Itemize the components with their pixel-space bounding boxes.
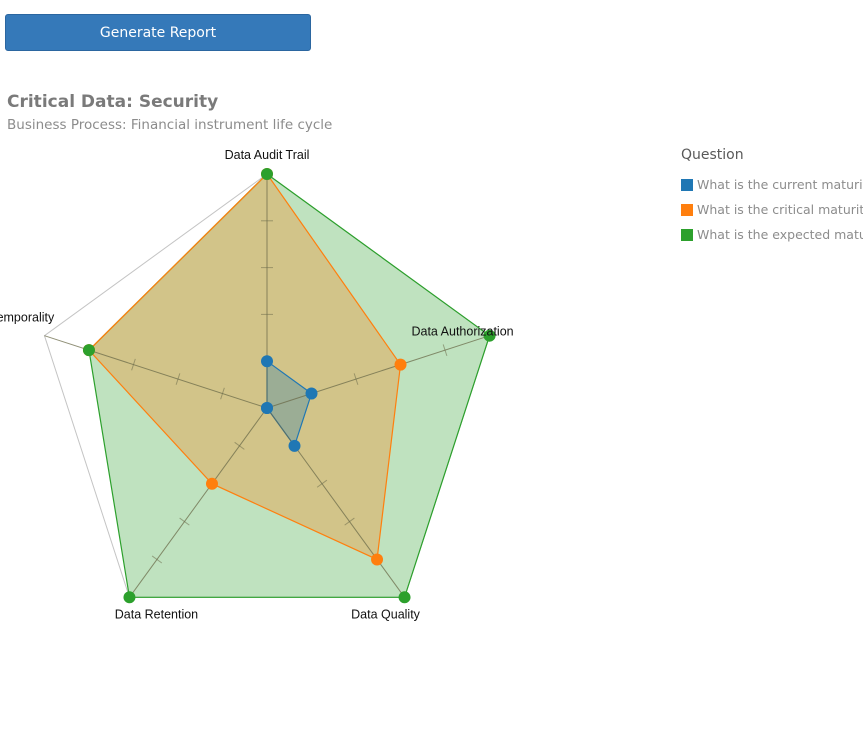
axis-tick bbox=[175, 373, 181, 385]
data-point bbox=[261, 355, 273, 368]
axis-tick bbox=[353, 373, 359, 385]
axis-label: Data Audit Trail bbox=[225, 148, 310, 162]
axis-label: Data Quality bbox=[351, 607, 421, 621]
legend: What is the current maturity What is the … bbox=[681, 172, 863, 247]
axis-tick bbox=[442, 344, 448, 357]
axis-spoke bbox=[44, 335, 268, 409]
legend-label: What is the expected maturi bbox=[697, 227, 863, 242]
legend-title: Question bbox=[681, 147, 744, 163]
data-point bbox=[205, 477, 218, 490]
data-point bbox=[394, 358, 407, 371]
axis-tick bbox=[179, 517, 190, 526]
data-point bbox=[305, 387, 318, 400]
axis-tick bbox=[234, 441, 245, 450]
data-point bbox=[123, 591, 136, 604]
axis-tick bbox=[151, 555, 163, 564]
data-point bbox=[261, 168, 273, 180]
chart-title: Critical Data: Security bbox=[7, 92, 219, 112]
chart-subtitle: Business Process: Financial instrument l… bbox=[7, 117, 333, 133]
axis-spoke bbox=[129, 407, 268, 598]
legend-swatch bbox=[681, 203, 693, 216]
data-point bbox=[398, 591, 411, 604]
axis-spoke bbox=[266, 407, 405, 598]
axis-label: Data Temporality bbox=[0, 311, 55, 325]
data-point bbox=[82, 344, 95, 357]
axis-tick bbox=[131, 358, 136, 371]
data-point bbox=[371, 553, 384, 566]
generate-report-button[interactable]: Generate Report bbox=[5, 14, 311, 51]
legend-label: What is the current maturity bbox=[697, 177, 863, 192]
data-point bbox=[261, 402, 273, 414]
axis-label: Data Authorization bbox=[411, 325, 513, 339]
axis-tick bbox=[344, 517, 355, 526]
legend-swatch bbox=[681, 178, 693, 191]
legend-item[interactable]: What is the critical maturity bbox=[681, 197, 863, 222]
axis-label: Data Retention bbox=[115, 607, 198, 621]
legend-label: What is the critical maturity bbox=[697, 202, 863, 217]
axis-spoke bbox=[266, 335, 490, 409]
radar-chart: Data Audit Trail Data Authorization Data Q… bbox=[0, 148, 514, 621]
axis-tick bbox=[220, 387, 225, 400]
data-point bbox=[483, 329, 496, 342]
legend-swatch bbox=[681, 228, 693, 241]
axis-tick bbox=[316, 479, 328, 488]
series-area bbox=[88, 173, 402, 561]
data-point bbox=[288, 439, 301, 452]
legend-item[interactable]: What is the expected maturi bbox=[681, 222, 863, 247]
legend-item[interactable]: What is the current maturity bbox=[681, 172, 863, 197]
